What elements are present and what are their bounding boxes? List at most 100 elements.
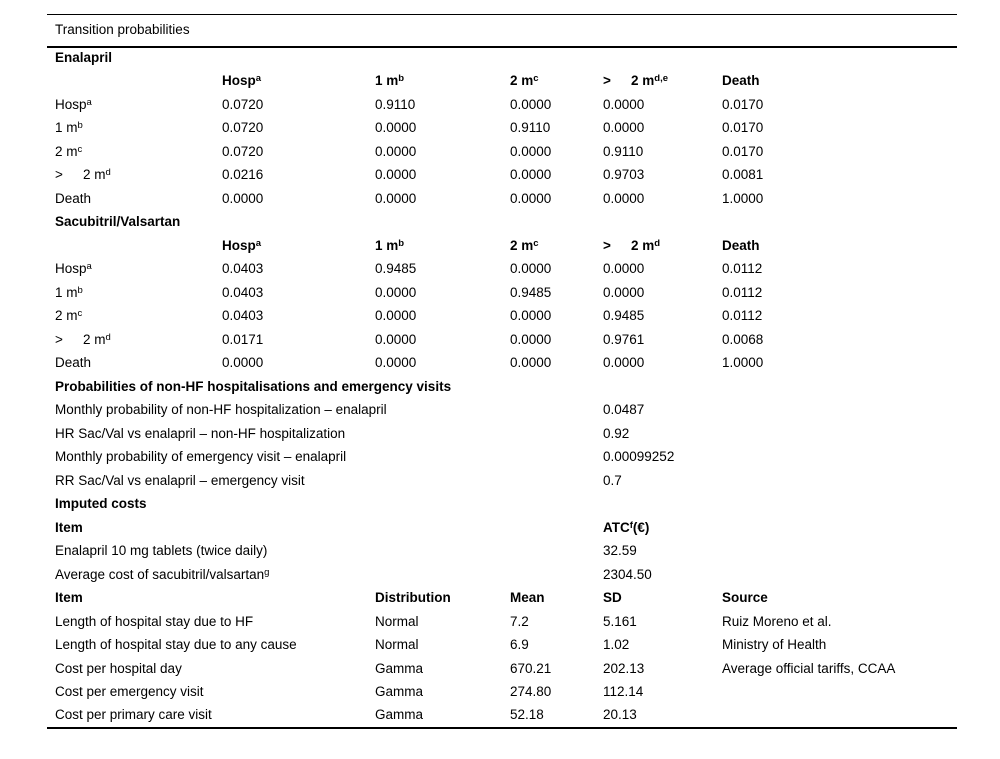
col-header-2m: 2 mc <box>510 237 539 253</box>
cost-item: Cost per emergency visit <box>55 684 204 700</box>
cost-row: Cost per hospital day Gamma 670.21 202.1… <box>47 658 957 682</box>
spacer-cell <box>714 564 957 588</box>
matrix-cell: 0.0000 <box>603 96 645 112</box>
matrix-cell: 0.0112 <box>722 261 763 277</box>
matrix-cell: 0.0000 <box>603 261 645 277</box>
matrix-header-row: Hospa 1 mb 2 mc >2 md,e Death <box>47 70 957 94</box>
matrix-cell: 0.0000 <box>510 308 552 324</box>
imputed-cost-value: 32.59 <box>603 543 637 559</box>
cost-sd: 112.14 <box>603 684 644 700</box>
matrix-cell: 0.0720 <box>222 120 264 136</box>
cost-distribution: Gamma <box>375 660 424 676</box>
matrix-cell: 0.0000 <box>510 96 552 112</box>
matrix-cell: 0.0081 <box>722 167 764 183</box>
col-header-gt2m: >2 md,e <box>603 73 668 89</box>
col-header-death: Death <box>722 73 760 89</box>
col-header-item: Item <box>55 590 83 606</box>
section-heading-enalapril: Enalapril <box>55 50 113 66</box>
matrix-cell: 0.9110 <box>603 143 644 159</box>
matrix-row-label: 2 mc <box>55 143 83 159</box>
cost-distribution: Normal <box>375 613 419 629</box>
col-header-1m: 1 mb <box>375 237 405 253</box>
col-header-distribution: Distribution <box>375 590 451 606</box>
spacer-cell <box>714 540 957 564</box>
col-header-death: Death <box>722 237 760 253</box>
cost-distribution: Normal <box>375 637 419 653</box>
parameter-row: RR Sac/Val vs enalapril – emergency visi… <box>47 470 957 494</box>
parameter-row: HR Sac/Val vs enalapril – non-HF hospita… <box>47 423 957 447</box>
cost-source: Average official tariffs, CCAA <box>722 660 896 676</box>
matrix-cell: 0.0000 <box>510 190 552 206</box>
spacer-cell <box>47 70 214 94</box>
transition-probabilities-table: Transition probabilities Enalapril Hospa… <box>47 14 958 729</box>
cost-mean: 7.2 <box>510 613 529 629</box>
matrix-cell: 0.0000 <box>375 331 417 347</box>
matrix-cell: 0.0068 <box>722 331 764 347</box>
col-header-hosp: Hospa <box>222 237 262 253</box>
matrix-cell: 0.9761 <box>603 331 645 347</box>
matrix-header-row: Hospa 1 mb 2 mc >2 md Death <box>47 235 957 259</box>
cost-sd: 5.161 <box>603 613 637 629</box>
matrix-cell: 0.0000 <box>375 308 417 324</box>
section-heading-imputed-costs: Imputed costs <box>55 496 147 512</box>
cost-row: Length of hospital stay due to any cause… <box>47 634 957 658</box>
matrix-row: 1 mb 0.0403 0.0000 0.9485 0.0000 0.0112 <box>47 282 957 306</box>
matrix-row-label: 1 mb <box>55 284 83 300</box>
matrix-cell: 0.0000 <box>510 355 552 371</box>
col-header-gt2m: >2 md <box>603 237 661 253</box>
col-header-item: Item <box>55 519 83 535</box>
cost-item: Cost per primary care visit <box>55 707 212 723</box>
matrix-row-label: 2 mc <box>55 308 83 324</box>
matrix-cell: 0.0000 <box>510 261 552 277</box>
matrix-cell: 0.0170 <box>722 96 764 112</box>
cost-mean: 670.21 <box>510 660 552 676</box>
matrix-cell: 0.0000 <box>603 284 645 300</box>
matrix-row-label: >2 md <box>55 331 111 347</box>
col-header-atc: ATCf(€) <box>603 519 650 535</box>
imputed-cost-row: Enalapril 10 mg tablets (twice daily) 32… <box>47 540 957 564</box>
col-header-mean: Mean <box>510 590 545 606</box>
cost-item: Length of hospital stay due to any cause <box>55 637 297 653</box>
spacer-cell <box>714 399 957 423</box>
cost-source: Ministry of Health <box>722 637 827 653</box>
cost-mean: 52.18 <box>510 707 544 723</box>
matrix-cell: 0.0000 <box>222 190 264 206</box>
matrix-row: Hospa 0.0403 0.9485 0.0000 0.0000 0.0112 <box>47 258 957 282</box>
matrix-cell: 0.0000 <box>510 331 552 347</box>
parameter-value: 0.7 <box>603 472 622 488</box>
matrix-cell: 0.9485 <box>603 308 645 324</box>
cost-source: Ruiz Moreno et al. <box>722 613 832 629</box>
matrix-cell: 0.0112 <box>722 284 763 300</box>
parameter-label: HR Sac/Val vs enalapril – non-HF hospita… <box>55 425 346 441</box>
col-header-1m: 1 mb <box>375 73 405 89</box>
matrix-cell: 0.9485 <box>375 261 417 277</box>
matrix-cell: 0.0171 <box>222 331 264 347</box>
matrix-cell: 1.0000 <box>722 190 764 206</box>
matrix-row-label: Hospa <box>55 96 92 112</box>
matrix-cell: 0.0720 <box>222 96 264 112</box>
matrix-row: Death 0.0000 0.0000 0.0000 0.0000 1.0000 <box>47 188 957 212</box>
matrix-cell: 0.0000 <box>375 167 417 183</box>
cost-sd: 1.02 <box>603 637 630 653</box>
col-header-source: Source <box>722 590 768 606</box>
cost-sd: 202.13 <box>603 660 645 676</box>
spacer-cell <box>714 517 957 541</box>
cost-source <box>714 681 957 705</box>
parameter-label: RR Sac/Val vs enalapril – emergency visi… <box>55 472 305 488</box>
matrix-cell: 0.0000 <box>375 120 417 136</box>
spacer-cell <box>714 446 957 470</box>
section-heading-row-probabilities: Probabilities of non-HF hospitalisations… <box>47 376 957 400</box>
cost-mean: 6.9 <box>510 637 529 653</box>
matrix-row-label: Death <box>55 190 92 206</box>
matrix-row-label: Hospa <box>55 261 92 277</box>
matrix-cell: 0.9110 <box>510 120 551 136</box>
section-heading-sacubitril-valsartan: Sacubitril/Valsartan <box>55 214 181 230</box>
matrix-cell: 1.0000 <box>722 355 764 371</box>
parameter-label: Monthly probability of emergency visit –… <box>55 449 347 465</box>
imputed-costs-header-row: Item ATCf(€) <box>47 517 957 541</box>
cost-item: Length of hospital stay due to HF <box>55 613 254 629</box>
matrix-row-label: Death <box>55 355 92 371</box>
matrix-cell: 0.0000 <box>222 355 264 371</box>
col-header-hosp: Hospa <box>222 73 262 89</box>
matrix-cell: 0.0000 <box>510 143 552 159</box>
